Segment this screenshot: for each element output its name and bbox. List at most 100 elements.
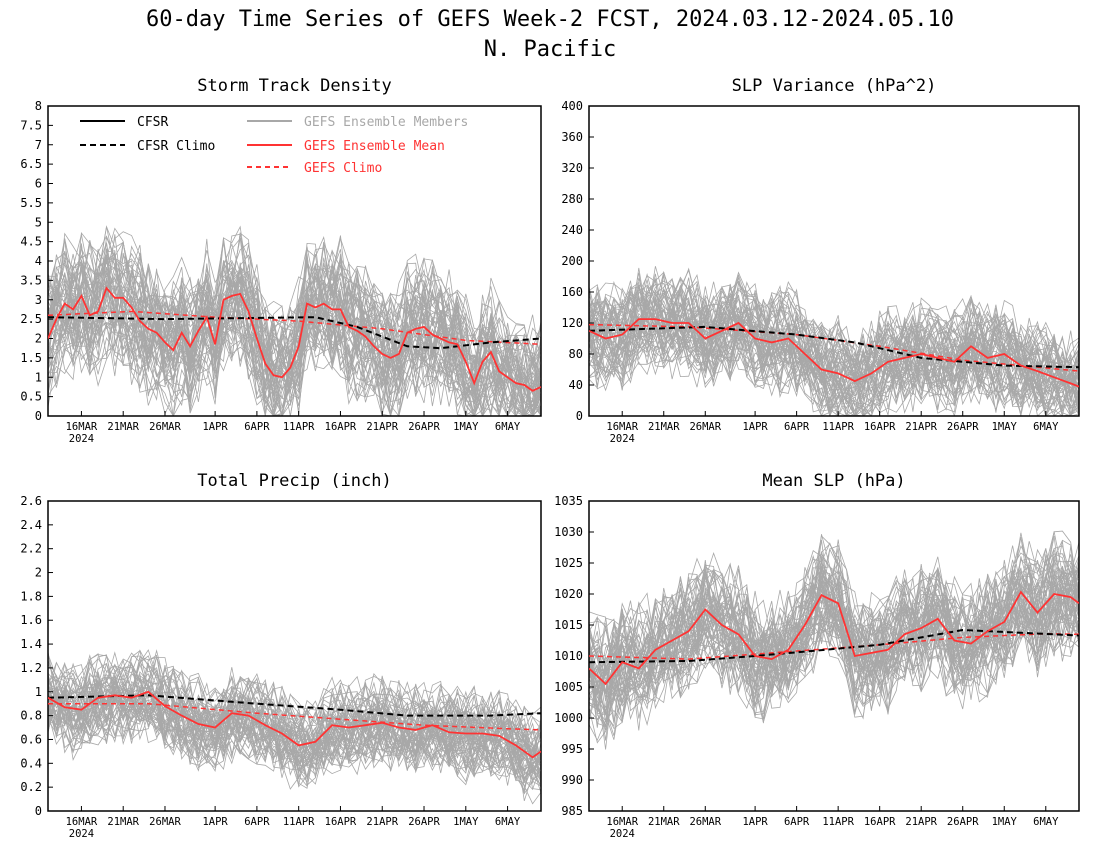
ensemble-member-line <box>48 235 541 389</box>
x-tick-label: 26MAR <box>689 421 721 433</box>
plot-frame <box>47 500 542 812</box>
y-tick-label: 1005 <box>554 680 583 694</box>
y-tick-label: 40 <box>569 378 583 392</box>
x-tick-label: 26MAR <box>149 421 181 433</box>
ensemble-member-line <box>48 245 541 396</box>
series-gefs-climo <box>48 310 541 346</box>
x-year-label: 2024 <box>610 828 635 840</box>
legend-label-gefs-climo: GEFS Climo <box>304 161 382 176</box>
legend: CFSR CFSR Climo GEFS Ensemble Members GEFS … <box>80 115 468 176</box>
y-tick-label: 7 <box>35 138 42 152</box>
y-tick-label: 0.5 <box>20 390 42 404</box>
ensemble-member-line <box>48 665 541 752</box>
y-tick-label: 7.5 <box>20 118 42 132</box>
y-tick-label: 1.6 <box>20 613 42 627</box>
x-tick-label: 21MAR <box>648 421 680 433</box>
ensemble-member-line <box>48 672 541 762</box>
y-tick-label: 4.5 <box>20 235 42 249</box>
y-tick-label: 0.4 <box>20 756 42 770</box>
panel-title: Storm Track Density <box>197 76 391 96</box>
y-tick-label: 160 <box>561 285 583 299</box>
x-tick-label: 21MAR <box>107 816 139 828</box>
x-tick-label: 21APR <box>366 816 398 828</box>
ensemble-member-line <box>589 604 1079 740</box>
ensemble-members <box>589 266 1079 416</box>
legend-label-ens-mean: GEFS Ensemble Mean <box>304 139 445 154</box>
ensemble-member-line <box>48 232 541 392</box>
y-tick-label: 5 <box>35 215 42 229</box>
x-year-label: 2024 <box>610 433 635 445</box>
ensemble-member-line <box>48 652 541 749</box>
ensemble-member-line <box>48 235 541 378</box>
ensemble-member-line <box>589 567 1079 710</box>
y-tick-label: 1.8 <box>20 589 42 603</box>
chart-panels: Storm Track Density 0 0.5 1 1.5 2 2.5 3 3.5 4 4.5 5… <box>20 76 1080 840</box>
y-tick-label: 1015 <box>554 618 583 632</box>
y-tick-label: 0.2 <box>20 780 42 794</box>
y-tick-label: 120 <box>561 316 583 330</box>
x-tick-label: 11APR <box>283 816 315 828</box>
x-tick-label: 16MAR <box>606 816 638 828</box>
y-tick-label: 1 <box>35 685 42 699</box>
panel-4: Mean SLP (hPa) 985 990 995 1000 1005 1010 1015 1… <box>554 471 1080 840</box>
figure-subtitle: N. Pacific <box>484 37 616 62</box>
y-tick-label: 1030 <box>554 525 583 539</box>
y-tick-label: 1 <box>35 370 42 384</box>
ensemble-member-line <box>48 270 541 416</box>
x-tick-label: 26APR <box>947 421 979 433</box>
series-ens-mean <box>589 318 1079 388</box>
y-tick-label: 2.6 <box>20 494 42 508</box>
ensemble-member-line <box>589 584 1079 723</box>
x-tick-label: 26APR <box>947 816 979 828</box>
y-tick-label: 0 <box>35 409 42 423</box>
x-tick-label: 26APR <box>408 421 440 433</box>
ensemble-member-line <box>589 315 1079 416</box>
x-tick-label: 16MAR <box>66 421 98 433</box>
y-tick-label: 240 <box>561 223 583 237</box>
ensemble-member-line <box>48 676 541 779</box>
y-tick-label: 2 <box>35 566 42 580</box>
series-cfsr-climo <box>48 694 541 717</box>
ensemble-member-line <box>589 307 1079 416</box>
x-tick-label: 21APR <box>905 421 937 433</box>
ensemble-member-line <box>589 532 1079 677</box>
y-tick-label: 1000 <box>554 711 583 725</box>
y-tick-label: 6.5 <box>20 157 42 171</box>
y-tick-label: 280 <box>561 192 583 206</box>
y-tick-label: 985 <box>561 804 583 818</box>
x-tick-label: 21MAR <box>648 816 680 828</box>
ensemble-member-line <box>589 571 1079 693</box>
x-year-label: 2024 <box>69 433 94 445</box>
x-tick-label: 26MAR <box>149 816 181 828</box>
panel-1: Storm Track Density 0 0.5 1 1.5 2 2.5 3 3.5 4 4.5 5… <box>20 76 542 445</box>
y-tick-label: 995 <box>561 742 583 756</box>
series-ens-mean <box>48 690 541 759</box>
series-ens-mean <box>589 590 1079 686</box>
ensemble-member-line <box>48 657 541 757</box>
ensemble-member-line <box>48 264 541 409</box>
x-tick-label: 6MAY <box>1033 816 1059 828</box>
y-tick-label: 3.5 <box>20 273 42 287</box>
x-tick-label: 26APR <box>408 816 440 828</box>
y-tick-label: 320 <box>561 161 583 175</box>
ensemble-member-line <box>589 270 1079 378</box>
y-tick-label: 8 <box>35 99 42 113</box>
ensemble-members <box>48 649 541 805</box>
ensemble-member-line <box>48 296 541 416</box>
figure-title: 60-day Time Series of GEFS Week-2 FCST, … <box>146 7 954 32</box>
x-tick-label: 6APR <box>244 421 270 433</box>
y-tick-label: 1020 <box>554 587 583 601</box>
ensemble-member-line <box>48 656 541 756</box>
x-tick-label: 6MAY <box>495 421 521 433</box>
x-tick-label: 16APR <box>325 816 357 828</box>
x-year-label: 2024 <box>69 828 94 840</box>
y-tick-label: 4 <box>35 254 42 268</box>
y-tick-label: 0 <box>35 804 42 818</box>
x-tick-label: 16APR <box>864 816 896 828</box>
x-tick-label: 16APR <box>325 421 357 433</box>
ensemble-member-line <box>48 283 541 416</box>
x-tick-label: 16MAR <box>606 421 638 433</box>
series-gefs-climo <box>48 702 541 731</box>
y-tick-label: 0.8 <box>20 709 42 723</box>
